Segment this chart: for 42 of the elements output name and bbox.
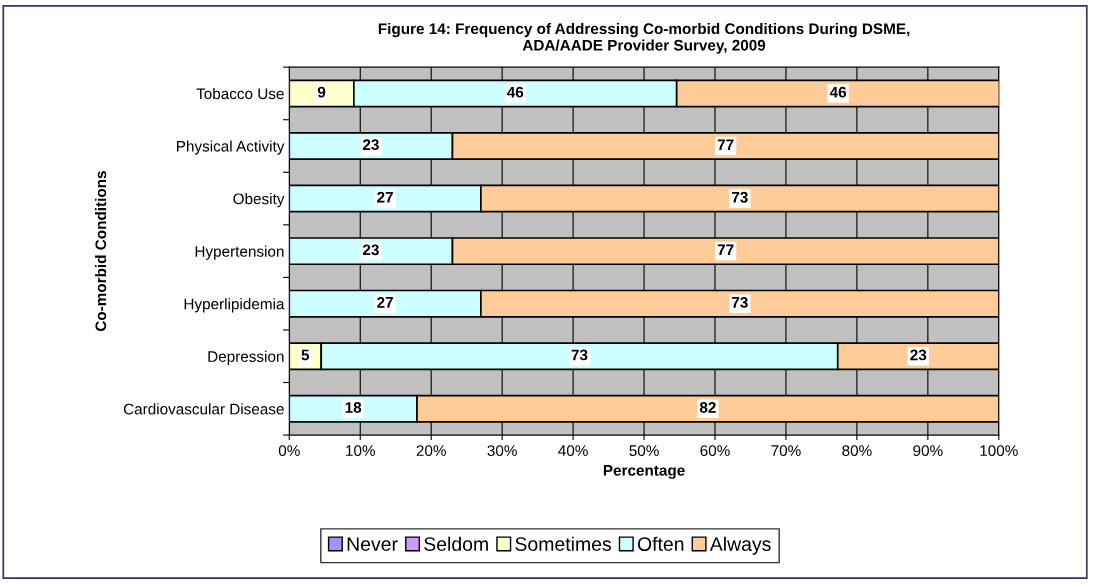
x-tick-label: 10% (346, 445, 375, 457)
data-label: 77 (717, 244, 734, 256)
x-tick-label: 70% (771, 445, 801, 457)
y-tick-label: Obesity (233, 193, 285, 208)
chart-title: Figure 14: Frequency of Addressing Co-morbid Conditions During DSME, ADA/AADE Provider Survey, 2009 (378, 22, 910, 54)
x-tick-label: 60% (700, 445, 730, 457)
data-label: 27 (377, 296, 393, 308)
x-tick-label: 50% (629, 445, 659, 457)
data-label: 23 (910, 349, 927, 361)
x-tick-label: 30% (487, 445, 517, 457)
data-label: 46 (829, 86, 847, 98)
legend-label: Sometimes (515, 536, 611, 551)
data-label: 73 (731, 296, 748, 308)
y-tick-label: Depression (208, 350, 284, 365)
data-label: 18 (345, 402, 362, 413)
x-tick-label: 90% (913, 445, 943, 457)
data-label: 9 (317, 86, 326, 98)
y-tick-label: Hyperlipidemia (184, 298, 285, 313)
data-label: 73 (731, 191, 748, 203)
x-tick-label: 20% (416, 445, 446, 457)
x-axis-title: Percentage (603, 465, 685, 479)
data-label: 82 (699, 402, 716, 413)
y-tick-label: Tobacco Use (196, 87, 284, 100)
data-label: 77 (717, 139, 734, 150)
x-tick-label: 0% (278, 445, 300, 457)
data-label: 23 (362, 139, 379, 151)
data-label: 73 (571, 349, 588, 361)
legend-label: Never (347, 537, 398, 551)
y-tick-label: Cardiovascular Disease (123, 403, 284, 415)
x-tick-label: 40% (558, 445, 588, 457)
legend-label: Often (637, 536, 684, 551)
y-tick-label: Physical Activity (177, 140, 285, 155)
y-tick-label: Hypertension (195, 245, 284, 260)
data-label: 23 (362, 244, 379, 256)
x-tick-label: 80% (842, 445, 872, 457)
data-label: 27 (377, 191, 393, 203)
data-label: 46 (507, 86, 524, 98)
y-axis-title: Co-morbid Conditions (94, 171, 107, 332)
legend-label: Seldom (424, 536, 488, 551)
data-label: 5 (301, 349, 310, 361)
legend-label: Always (709, 536, 771, 555)
x-tick-label: 100% (980, 445, 1018, 457)
